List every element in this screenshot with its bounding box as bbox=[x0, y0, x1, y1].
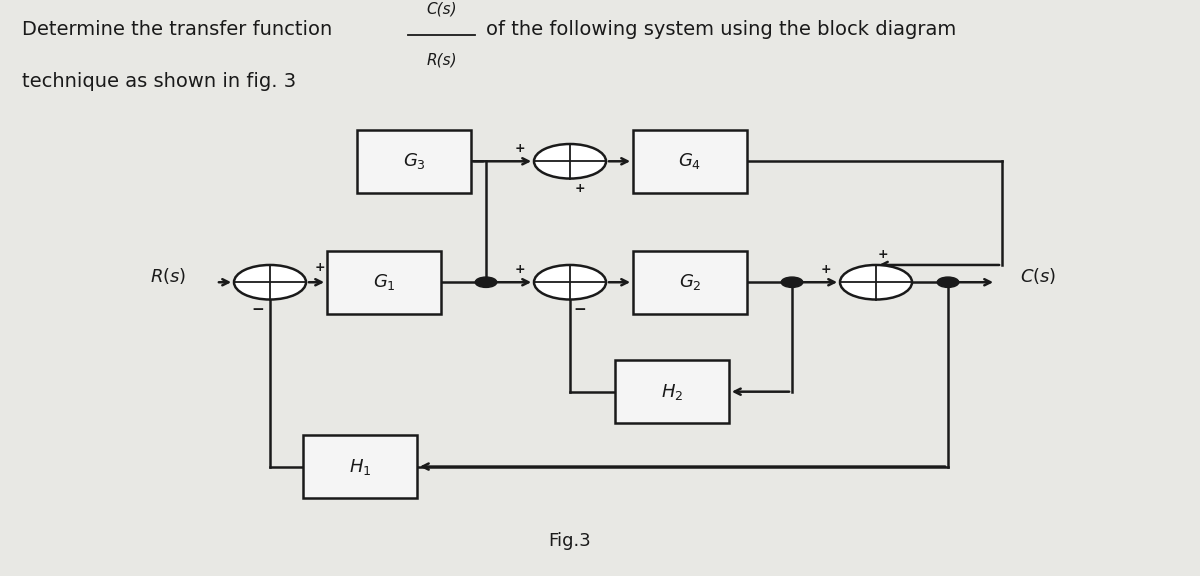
Text: technique as shown in fig. 3: technique as shown in fig. 3 bbox=[22, 72, 295, 91]
Text: +: + bbox=[575, 183, 584, 195]
Circle shape bbox=[534, 144, 606, 179]
Text: of the following system using the block diagram: of the following system using the block … bbox=[486, 20, 956, 39]
Text: Fig.3: Fig.3 bbox=[548, 532, 592, 551]
Text: $C(s)$: $C(s)$ bbox=[1020, 267, 1056, 286]
Bar bbox=[358, 130, 470, 193]
Circle shape bbox=[781, 277, 803, 287]
Bar bbox=[326, 251, 442, 314]
Text: +: + bbox=[316, 262, 325, 274]
Text: +: + bbox=[878, 248, 888, 261]
Text: $H_1$: $H_1$ bbox=[349, 457, 371, 476]
Bar bbox=[616, 360, 730, 423]
Circle shape bbox=[534, 265, 606, 300]
Circle shape bbox=[840, 265, 912, 300]
Bar bbox=[634, 251, 746, 314]
Text: $R(s)$: $R(s)$ bbox=[150, 267, 186, 286]
Text: +: + bbox=[515, 142, 524, 155]
Text: $G_2$: $G_2$ bbox=[679, 272, 701, 292]
Text: −: − bbox=[574, 302, 586, 317]
Text: $G_4$: $G_4$ bbox=[678, 151, 702, 171]
Text: +: + bbox=[821, 263, 830, 276]
Circle shape bbox=[234, 265, 306, 300]
Text: $G_1$: $G_1$ bbox=[372, 272, 396, 292]
Circle shape bbox=[475, 277, 497, 287]
Text: +: + bbox=[515, 263, 524, 276]
Text: −: − bbox=[252, 302, 264, 317]
Bar bbox=[302, 435, 418, 498]
Text: C(s): C(s) bbox=[426, 1, 457, 16]
Text: R(s): R(s) bbox=[426, 53, 457, 68]
Text: Determine the transfer function: Determine the transfer function bbox=[22, 20, 332, 39]
Text: $H_2$: $H_2$ bbox=[661, 382, 683, 401]
Text: $G_3$: $G_3$ bbox=[402, 151, 426, 171]
Bar bbox=[634, 130, 746, 193]
Circle shape bbox=[937, 277, 959, 287]
